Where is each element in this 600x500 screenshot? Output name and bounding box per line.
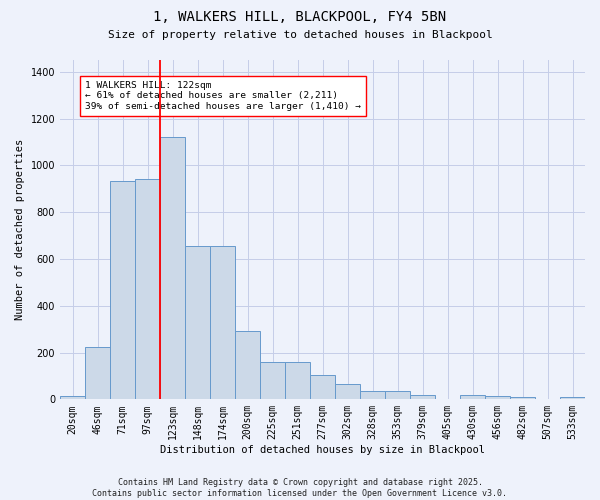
X-axis label: Distribution of detached houses by size in Blackpool: Distribution of detached houses by size … [160, 445, 485, 455]
Text: 1 WALKERS HILL: 122sqm
← 61% of detached houses are smaller (2,211)
39% of semi-: 1 WALKERS HILL: 122sqm ← 61% of detached… [85, 81, 361, 111]
Text: 1, WALKERS HILL, BLACKPOOL, FY4 5BN: 1, WALKERS HILL, BLACKPOOL, FY4 5BN [154, 10, 446, 24]
Bar [110, 180, 135, 400]
Bar [360, 391, 385, 400]
Bar [160, 137, 185, 400]
Bar [60, 396, 85, 400]
Bar [260, 362, 285, 400]
Bar [210, 246, 235, 400]
Bar [235, 332, 260, 400]
Bar [85, 346, 110, 400]
Text: Contains HM Land Registry data © Crown copyright and database right 2025.
Contai: Contains HM Land Registry data © Crown c… [92, 478, 508, 498]
Bar [335, 384, 360, 400]
Bar [485, 396, 510, 400]
Text: Size of property relative to detached houses in Blackpool: Size of property relative to detached ho… [107, 30, 493, 40]
Bar [385, 391, 410, 400]
Bar [410, 394, 435, 400]
Y-axis label: Number of detached properties: Number of detached properties [15, 139, 25, 320]
Bar [185, 246, 210, 400]
Bar [135, 180, 160, 400]
Bar [510, 397, 535, 400]
Bar [285, 362, 310, 400]
Bar [560, 397, 585, 400]
Bar [310, 375, 335, 400]
Bar [460, 394, 485, 400]
